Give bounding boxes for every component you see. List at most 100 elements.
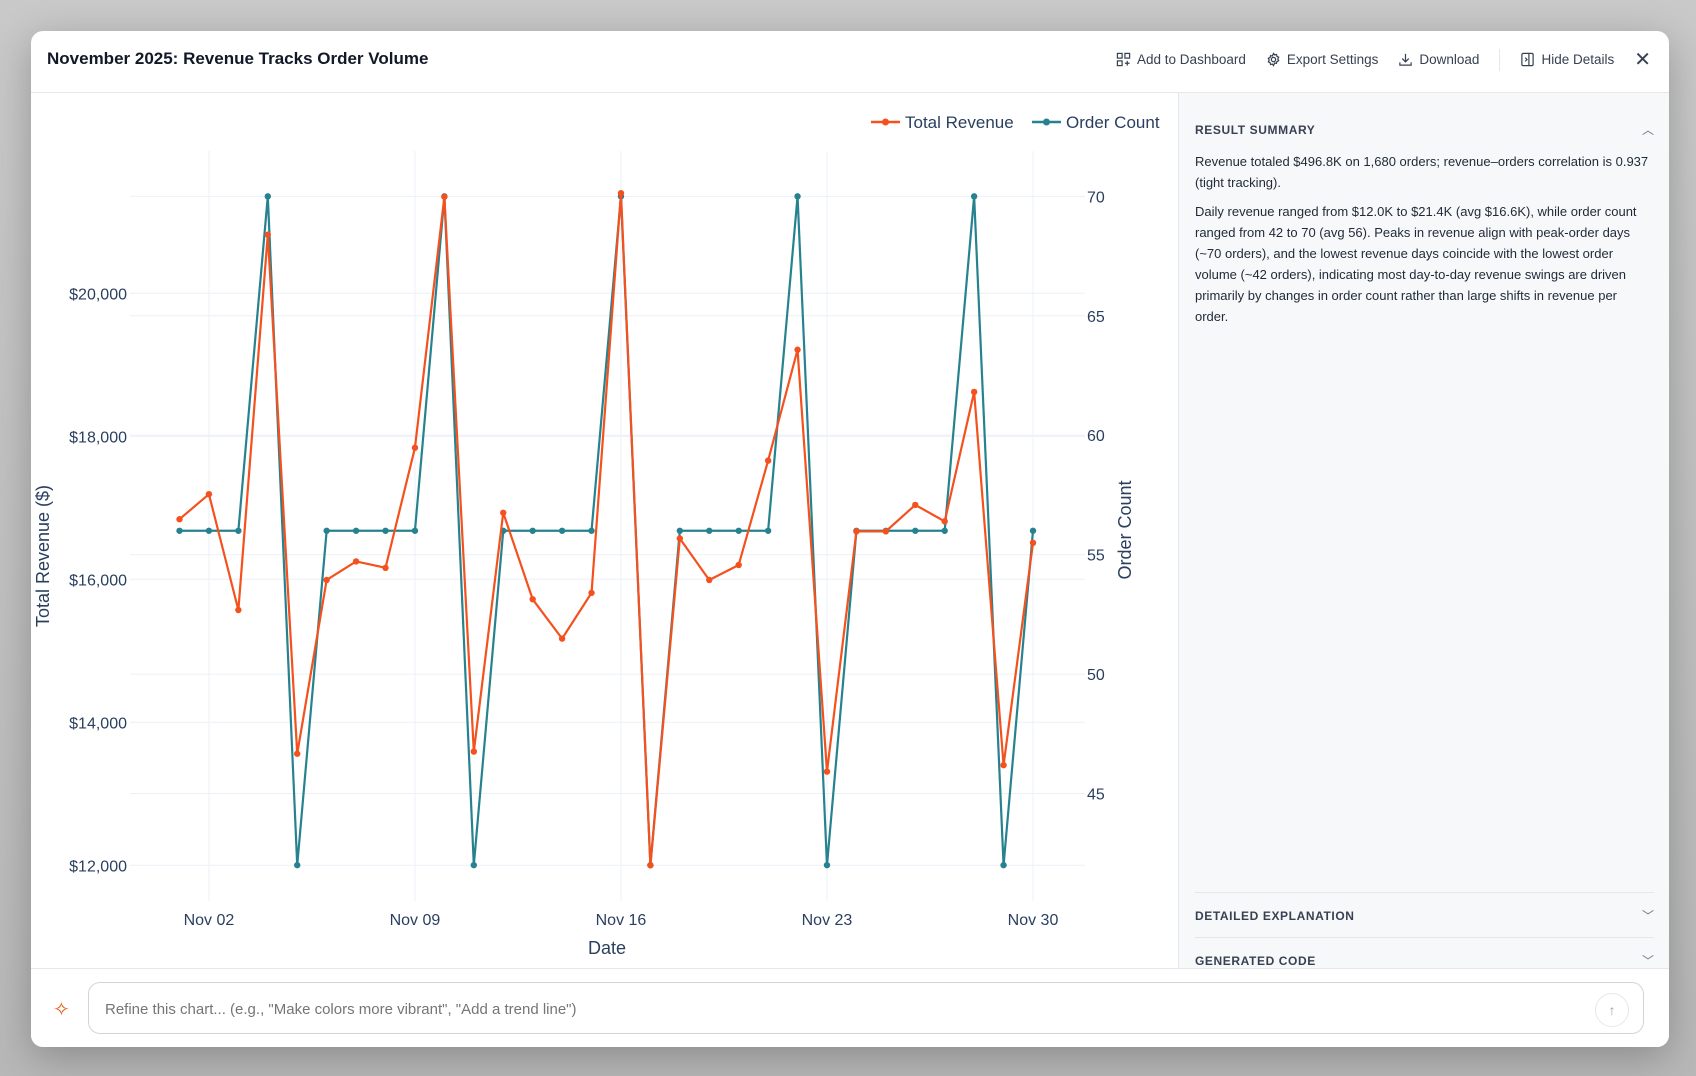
data-point-total-revenue xyxy=(823,768,831,775)
toolbar-divider xyxy=(1499,48,1501,71)
y-tick-label: $14,000 xyxy=(69,715,127,732)
data-point-order-count xyxy=(323,527,330,534)
section-divider xyxy=(1195,892,1654,893)
data-point-total-revenue xyxy=(441,193,448,200)
gear-icon xyxy=(1267,52,1280,67)
chart-modal: November 2025: Revenue Tracks Order Volu… xyxy=(31,31,1669,1047)
data-point-total-revenue xyxy=(176,516,183,523)
data-point-total-revenue xyxy=(853,528,860,535)
data-point-order-count xyxy=(382,527,389,534)
detailed-explanation-heading[interactable]: DETAILED EXPLANATION xyxy=(1195,909,1355,923)
y2-tick-label: 55 xyxy=(1087,548,1105,565)
data-point-total-revenue xyxy=(529,596,536,603)
data-point-total-revenue xyxy=(735,561,742,569)
gridlines xyxy=(130,151,1085,901)
data-point-order-count xyxy=(176,527,183,534)
export-settings-button[interactable]: Export Settings xyxy=(1266,52,1379,67)
data-point-total-revenue xyxy=(941,518,948,525)
legend-item-order-count[interactable]: Order Count xyxy=(1032,113,1160,132)
result-summary-heading[interactable]: RESULT SUMMARY xyxy=(1195,123,1316,137)
download-icon xyxy=(1399,53,1413,66)
close-icon[interactable]: ✕ xyxy=(1634,49,1651,71)
add-to-dashboard-button[interactable]: Add to Dashboard xyxy=(1116,52,1246,67)
revenue-orders-chart: Nov 02 Nov 09 Nov 16 Nov 23 Nov 30 $12,000 $14… xyxy=(33,113,1160,958)
section-divider xyxy=(1195,937,1654,938)
legend-item-total-revenue[interactable]: Total Revenue xyxy=(871,113,1014,132)
y-tick-label: $20,000 xyxy=(69,286,127,303)
x-tick-label: Nov 16 xyxy=(596,912,647,929)
y-tick-label: $12,000 xyxy=(69,858,127,875)
y2-tick-label: 65 xyxy=(1087,309,1105,326)
y-axis-title: Total Revenue ($) xyxy=(33,485,53,627)
data-point-total-revenue xyxy=(1000,761,1007,769)
data-point-order-count xyxy=(912,527,919,534)
data-point-total-revenue xyxy=(588,589,595,597)
data-point-total-revenue xyxy=(676,535,684,542)
series-line-order-count xyxy=(179,195,1035,867)
chevron-down-icon[interactable]: ﹀ xyxy=(1641,909,1654,923)
data-point-order-count xyxy=(235,527,242,534)
generated-code-heading[interactable]: GENERATED CODE xyxy=(1195,954,1316,968)
refine-input[interactable] xyxy=(103,983,1557,1035)
data-point-total-revenue xyxy=(352,558,360,565)
data-point-order-count xyxy=(352,527,360,534)
series-line-total-revenue xyxy=(178,192,1035,867)
hide-details-button[interactable]: Hide Details xyxy=(1520,52,1614,67)
y2-tick-label: 60 xyxy=(1087,428,1105,445)
data-point-order-count xyxy=(676,527,684,534)
sparkle-icon: ✧ xyxy=(53,999,70,1021)
data-point-order-count xyxy=(411,527,419,534)
y2-axis-title: Order Count xyxy=(1115,480,1135,579)
axes: Nov 02 Nov 09 Nov 16 Nov 23 Nov 30 $12,000 $14… xyxy=(69,189,1105,929)
data-point-order-count xyxy=(706,527,713,534)
data-point-order-count xyxy=(588,527,595,534)
y2-tick-label: 50 xyxy=(1087,667,1105,684)
details-sidebar: RESULT SUMMARY ︿ Revenue totaled $496.8K… xyxy=(1178,93,1669,968)
data-point-total-revenue xyxy=(500,509,507,516)
panel-right-icon xyxy=(1521,52,1535,67)
download-label: Download xyxy=(1419,52,1480,67)
refine-input-box[interactable]: ↑ xyxy=(88,982,1644,1035)
data-point-total-revenue xyxy=(882,528,890,535)
summary-paragraph: Daily revenue ranged from $12.0K to $21.… xyxy=(1195,204,1637,324)
data-point-total-revenue xyxy=(411,444,419,451)
data-point-total-revenue xyxy=(912,501,919,509)
y-tick-label: $16,000 xyxy=(69,572,127,589)
data-point-total-revenue xyxy=(617,189,625,197)
y2-tick-label: 70 xyxy=(1087,189,1105,206)
data-point-order-count xyxy=(1000,861,1007,869)
data-point-total-revenue xyxy=(558,635,566,642)
data-point-order-count xyxy=(470,861,478,869)
data-point-total-revenue xyxy=(264,231,271,238)
data-point-total-revenue xyxy=(235,606,242,614)
data-point-total-revenue xyxy=(647,862,654,869)
send-arrow-up-icon[interactable]: ↑ xyxy=(1595,993,1629,1027)
x-tick-label: Nov 09 xyxy=(390,912,441,929)
data-point-total-revenue xyxy=(294,750,301,757)
data-point-total-revenue xyxy=(470,748,478,755)
chevron-down-icon[interactable]: ﹀ xyxy=(1641,954,1654,968)
summary-paragraph: Revenue totaled $496.8K on 1,680 orders;… xyxy=(1195,154,1649,190)
dashboard-add-icon xyxy=(1116,52,1131,67)
result-summary-text: Revenue totaled $496.8K on 1,680 orders;… xyxy=(1195,151,1650,335)
data-point-order-count xyxy=(794,193,801,200)
modal-title: November 2025: Revenue Tracks Order Volu… xyxy=(47,49,429,68)
data-point-order-count xyxy=(764,527,772,534)
chevron-up-icon[interactable]: ︿ xyxy=(1641,123,1654,137)
export-settings-label: Export Settings xyxy=(1286,52,1379,67)
data-point-total-revenue xyxy=(794,346,801,353)
data-point-total-revenue xyxy=(323,576,330,584)
data-point-total-revenue xyxy=(1029,539,1037,547)
legend-marker-order-count xyxy=(1043,118,1050,126)
legend: Total Revenue Order Count xyxy=(871,113,1160,132)
data-point-order-count xyxy=(529,527,536,534)
legend-marker-total-revenue xyxy=(882,118,889,126)
data-point-total-revenue xyxy=(382,564,389,572)
data-point-total-revenue xyxy=(706,576,713,584)
data-point-total-revenue xyxy=(970,388,978,396)
data-point-order-count xyxy=(970,193,978,200)
x-tick-label: Nov 23 xyxy=(802,912,853,929)
download-button[interactable]: Download xyxy=(1398,52,1479,67)
data-point-order-count xyxy=(941,527,948,534)
data-point-order-count xyxy=(294,861,301,869)
